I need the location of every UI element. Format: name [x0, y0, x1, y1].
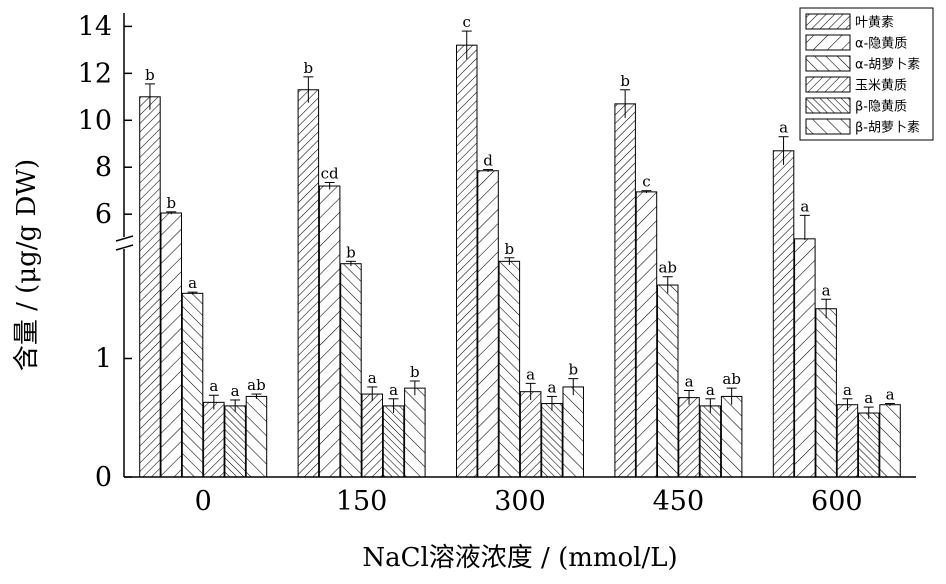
y-tick-label-8: 8 [95, 152, 112, 183]
legend-swatch-5 [805, 97, 851, 114]
bar-300-series-4 [519, 391, 542, 478]
significance-label-300-series-4: a [526, 365, 535, 383]
bar-300-series-3 [498, 260, 521, 478]
bar-0-series-1 [139, 96, 161, 478]
legend-label-1: 叶黄素 [855, 16, 894, 31]
significance-label-150-series-4: a [368, 369, 377, 387]
y-axis-break-mark-bottom [115, 244, 134, 251]
significance-label-300-series-6: b [568, 361, 578, 379]
legend-swatch-6 [805, 118, 851, 135]
bar-150-series-6 [404, 387, 426, 478]
bar-600-series-4 [836, 404, 859, 478]
significance-label-300-series-2: d [483, 152, 493, 170]
significance-label-0-series-4: a [209, 377, 218, 395]
bar-300-series-5 [541, 403, 563, 478]
bar-300-series-2 [477, 170, 499, 478]
legend-label-3: α-胡萝卜素 [855, 58, 920, 73]
bar-600-series-3 [815, 308, 837, 478]
y-tick-label-10: 10 [78, 105, 112, 136]
bar-0-series-2 [160, 212, 182, 478]
bar-150-series-3 [340, 263, 362, 478]
bar-0-series-4 [203, 401, 225, 478]
bars-layer [139, 44, 901, 478]
x-tick-label-0: 0 [195, 486, 212, 517]
significance-label-0-series-1: b [145, 66, 155, 84]
significance-label-450-series-6: ab [722, 370, 741, 388]
significance-label-450-series-1: b [620, 72, 630, 90]
significance-label-600-series-3: a [822, 281, 831, 299]
y-tick-label-0: 0 [95, 462, 112, 493]
y-axis-break-mark-top [115, 235, 134, 242]
significance-label-600-series-2: a [800, 197, 809, 215]
significance-label-600-series-4: a [843, 381, 852, 399]
significance-label-150-series-1: b [304, 59, 314, 77]
significance-label-150-series-6: b [410, 363, 420, 381]
bar-450-series-2 [635, 191, 658, 478]
legend-box [799, 7, 934, 141]
significance-label-150-series-2: cd [321, 164, 339, 182]
significance-label-150-series-5: a [389, 381, 398, 399]
y-ticks-layer: 0 1 6 8 10 12 14 [78, 11, 132, 493]
significance-label-450-series-3: ab [658, 259, 677, 277]
y-axis-title: 含量 / (μg/g DW) [12, 159, 42, 371]
x-tick-label-600: 600 [811, 486, 863, 517]
y-tick-label-14: 14 [78, 11, 112, 42]
significance-label-450-series-5: a [706, 381, 715, 399]
x-tick-label-150: 150 [336, 486, 388, 517]
bar-600-series-5 [858, 412, 880, 478]
bar-450-series-6 [720, 395, 743, 478]
bar-450-series-3 [657, 284, 679, 478]
significance-label-150-series-3: b [346, 243, 356, 261]
bar-450-series-4 [678, 397, 700, 478]
significance-label-450-series-4: a [685, 372, 694, 390]
significance-label-600-series-6: a [886, 386, 895, 404]
bar-150-series-5 [382, 405, 405, 478]
bar-600-series-1 [772, 150, 795, 478]
legend-swatch-3 [805, 55, 851, 72]
y-tick-label-12: 12 [78, 58, 112, 89]
legend-label-6: β-胡萝卜素 [855, 121, 920, 136]
x-ticks-layer: 0 150 300 450 600 [195, 486, 863, 517]
bar-300-series-6 [562, 386, 584, 478]
significance-label-300-series-5: a [547, 378, 556, 396]
significance-label-0-series-2: b [166, 194, 176, 212]
significance-label-600-series-1: a [779, 119, 788, 137]
significance-label-600-series-5: a [864, 389, 873, 407]
bar-600-series-6 [879, 404, 901, 478]
significance-label-300-series-3: b [505, 240, 515, 258]
bar-600-series-2 [794, 238, 816, 478]
bar-0-series-5 [224, 405, 246, 478]
legend-swatch-2 [805, 34, 851, 51]
y-tick-label-6: 6 [95, 199, 112, 230]
significance-label-300-series-1: c [463, 13, 471, 31]
significance-label-0-series-5: a [231, 382, 240, 400]
significance-label-0-series-6: ab [247, 376, 266, 394]
bar-150-series-4 [361, 393, 383, 478]
x-axis-title: NaCl溶液浓度 / (mmol/L) [362, 543, 677, 573]
bar-150-series-2 [318, 185, 341, 478]
bar-300-series-1 [456, 44, 478, 478]
bar-0-series-6 [245, 395, 268, 478]
bar-450-series-1 [614, 103, 636, 478]
bar-150-series-1 [297, 89, 320, 478]
legend-label-4: 玉米黄质 [855, 79, 907, 94]
legend-swatch-1 [805, 13, 851, 30]
y-tick-label-1: 1 [95, 344, 112, 375]
x-tick-label-450: 450 [653, 486, 705, 517]
axes-layer [115, 13, 916, 478]
error-bars-layer [144, 30, 896, 419]
x-tick-label-300: 300 [494, 486, 546, 517]
significance-label-0-series-3: a [188, 274, 197, 292]
bar-450-series-5 [699, 405, 722, 478]
significance-label-450-series-2: c [642, 173, 650, 191]
legend-label-5: β-隐黄质 [855, 100, 907, 115]
legend-swatch-4 [805, 76, 851, 93]
legend-label-2: α-隐黄质 [855, 37, 907, 52]
bar-0-series-3 [181, 292, 204, 478]
